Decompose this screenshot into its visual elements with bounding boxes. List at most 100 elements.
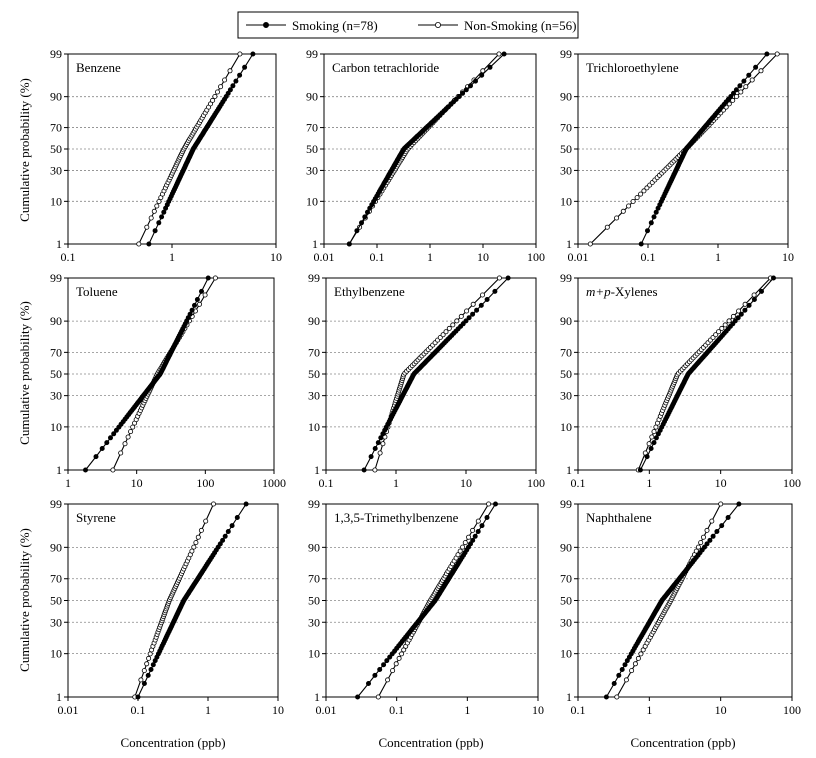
nonsmoking-point <box>620 208 626 214</box>
nonsmoking-point <box>738 89 744 95</box>
nonsmoking-point <box>125 434 131 440</box>
x-tick-label: 10 <box>270 250 282 264</box>
nonsmoking-point <box>207 101 213 107</box>
smoking-point <box>99 445 105 451</box>
smoking-point <box>104 440 110 446</box>
x-tick-label: 1 <box>427 250 433 264</box>
panel-title: m+p-Xylenes <box>586 284 658 299</box>
y-tick-label: 1 <box>56 463 62 477</box>
smoking-point <box>229 523 235 529</box>
smoking-point <box>233 78 239 84</box>
x-tick-label: 100 <box>783 703 801 717</box>
nonsmoking-point <box>138 677 144 683</box>
nonsmoking-point <box>698 540 704 546</box>
smoking-point <box>225 529 231 535</box>
smoking-point <box>759 288 765 294</box>
y-tick-label: 99 <box>308 271 320 285</box>
legend-smoking-label: Smoking (n=78) <box>292 18 378 33</box>
nonsmoking-point <box>118 450 124 456</box>
legend-nonsmoking-label: Non-Smoking (n=56) <box>464 18 576 33</box>
nonsmoking-point <box>634 195 640 201</box>
x-tick-label: 0.1 <box>641 250 656 264</box>
y-tick-label: 1 <box>566 690 572 704</box>
y-tick-label: 90 <box>50 90 62 104</box>
smoking-point <box>83 467 89 473</box>
smoking-point <box>453 96 459 102</box>
y-tick-label: 30 <box>560 389 572 403</box>
x-axis-label-col2: Concentration (ppb) <box>378 735 483 750</box>
panel-frame <box>577 503 793 698</box>
smoking-point <box>463 318 469 324</box>
smoking-point <box>234 515 240 521</box>
nonsmoking-point <box>144 224 150 230</box>
smoking-point <box>637 467 643 473</box>
smoking-point <box>737 83 743 89</box>
y-tick-label: 10 <box>560 194 572 208</box>
smoking-point <box>472 78 478 84</box>
smoking-point <box>704 541 710 547</box>
y-tick-label: 70 <box>308 345 320 359</box>
smoking-point <box>501 51 507 57</box>
smoking-point <box>505 275 511 281</box>
nonsmoking-point <box>632 661 638 667</box>
smoking-point <box>378 435 384 441</box>
x-tick-label: 10 <box>715 476 727 490</box>
nonsmoking-point <box>222 77 228 83</box>
nonsmoking-point <box>496 51 502 57</box>
nonsmoking-point <box>454 318 460 324</box>
y-tick-label: 99 <box>306 47 318 61</box>
nonsmoking-point <box>393 661 399 667</box>
nonsmoking-point <box>623 677 629 683</box>
smoking-point <box>484 515 490 521</box>
smoking-point <box>384 658 390 664</box>
nonsmoking-point <box>486 501 492 507</box>
y-tick-label: 99 <box>560 497 572 511</box>
smoking-point <box>460 90 466 96</box>
y-tick-label: 90 <box>560 90 572 104</box>
smoking-point <box>603 694 609 700</box>
smoking-point <box>470 537 476 543</box>
y-tick-label: 1 <box>56 237 62 251</box>
smoking-point <box>111 431 117 437</box>
panel-title: Styrene <box>76 510 116 525</box>
panel-frame <box>325 503 539 698</box>
y-tick-label: 50 <box>308 367 320 381</box>
nonsmoking-point <box>212 275 218 281</box>
x-tick-label: 1 <box>646 476 652 490</box>
smoking-point <box>346 241 352 247</box>
x-tick-label: 1 <box>646 703 652 717</box>
nonsmoking-point <box>385 677 391 683</box>
smoking-point <box>159 214 165 220</box>
y-tick-label: 99 <box>560 47 572 61</box>
smoking-point <box>156 220 162 226</box>
nonsmoking-point <box>380 441 386 447</box>
smoking-point <box>736 501 742 507</box>
smoking-point <box>764 51 770 57</box>
smoking-point <box>619 667 625 673</box>
smoking-point <box>475 529 481 535</box>
x-tick-label: 0.1 <box>389 703 404 717</box>
y-tick-label: 1 <box>56 690 62 704</box>
y-tick-label: 10 <box>306 194 318 208</box>
nonsmoking-point <box>479 292 485 298</box>
smoking-point <box>354 228 360 234</box>
smoking-point <box>644 454 650 460</box>
panel-frame <box>67 53 277 245</box>
smoking-point <box>741 78 747 84</box>
y-tick-label: 99 <box>50 47 62 61</box>
y-tick-label: 10 <box>560 647 572 661</box>
smoking-point <box>479 72 485 78</box>
x-tick-label: 10 <box>532 703 544 717</box>
smoking-point <box>492 501 498 507</box>
nonsmoking-point <box>718 501 724 507</box>
y-tick-label: 50 <box>560 367 572 381</box>
smoking-point <box>470 311 476 317</box>
panel-frame <box>325 277 537 471</box>
panel-title: Naphthalene <box>586 510 652 525</box>
x-tick-label: 1 <box>169 250 175 264</box>
x-tick-label: 0.1 <box>370 250 385 264</box>
nonsmoking-point <box>212 94 218 100</box>
